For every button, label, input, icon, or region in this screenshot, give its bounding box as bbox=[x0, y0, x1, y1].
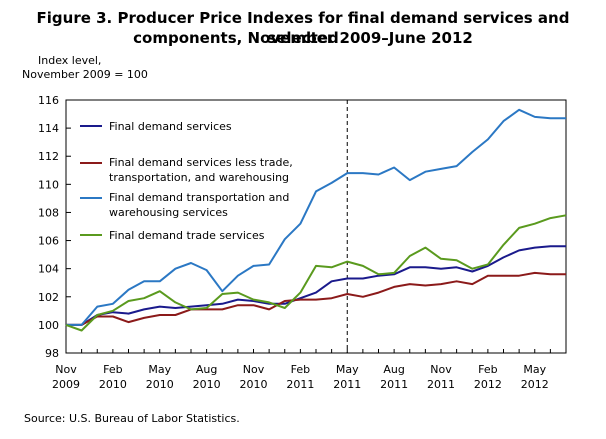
x-tick-label-year: 2009 bbox=[52, 378, 80, 391]
y-axis-label-line2: November 2009 = 100 bbox=[22, 68, 148, 81]
x-tick-label-year: 2011 bbox=[427, 378, 455, 391]
x-tick-label-month: Nov bbox=[430, 363, 452, 376]
source-note: Source: U.S. Bureau of Labor Statistics. bbox=[24, 412, 240, 425]
y-tick-label: 112 bbox=[38, 150, 59, 163]
x-tick-label-month: Feb bbox=[291, 363, 310, 376]
x-tick-label-year: 2010 bbox=[240, 378, 268, 391]
series-line-final-demand-services bbox=[66, 245, 566, 326]
x-tick-label-year: 2010 bbox=[193, 378, 221, 391]
legend-label-transportation-warehousing-line2: warehousing services bbox=[109, 206, 228, 219]
x-tick-label-month: Aug bbox=[383, 363, 404, 376]
x-tick-label-year: 2011 bbox=[380, 378, 408, 391]
x-tick-label-month: Nov bbox=[243, 363, 265, 376]
x-tick-label-year: 2011 bbox=[286, 378, 314, 391]
y-tick-label: 116 bbox=[38, 94, 59, 107]
plot-frame bbox=[65, 99, 567, 354]
x-axis-ticks: Nov 2009 Feb 2010 May 2010 Aug 2010 Nov 2010 Feb 20… bbox=[52, 349, 567, 391]
legend-label-trade-services: Final demand trade services bbox=[109, 229, 265, 242]
y-tick-label: 114 bbox=[38, 122, 59, 135]
chart-title-line1: Figure 3. Producer Price Indexes for fin… bbox=[36, 9, 570, 47]
legend: Final demand services Final demand servi… bbox=[80, 120, 293, 242]
x-tick-label-year: 2010 bbox=[146, 378, 174, 391]
y-tick-label: 102 bbox=[38, 291, 59, 304]
x-tick-label-month: May bbox=[523, 363, 546, 376]
y-tick-label: 104 bbox=[38, 263, 59, 276]
x-tick-label-year: 2012 bbox=[521, 378, 549, 391]
y-axis-label-line1: Index level, bbox=[38, 54, 102, 67]
legend-label-services-less-trade-line2: transportation, and warehousing bbox=[109, 171, 289, 184]
y-tick-label: 108 bbox=[38, 206, 59, 219]
y-tick-label: 100 bbox=[38, 319, 59, 332]
x-tick-label-month: Aug bbox=[196, 363, 217, 376]
series-line-transportation-warehousing bbox=[66, 108, 566, 326]
y-tick-label: 98 bbox=[45, 347, 59, 360]
chart-title-line2: components, November 2009–June 2012 bbox=[133, 29, 473, 47]
y-tick-label: 110 bbox=[38, 178, 59, 191]
legend-label-services-less-trade-line1: Final demand services less trade, bbox=[109, 156, 293, 169]
x-tick-label-year: 2010 bbox=[99, 378, 127, 391]
y-tick-label: 106 bbox=[38, 235, 59, 248]
x-tick-label-month: Feb bbox=[103, 363, 122, 376]
x-tick-label-year: 2011 bbox=[333, 378, 361, 391]
series-line-services-less-trade bbox=[66, 271, 566, 326]
legend-label-transportation-warehousing-line1: Final demand transportation and bbox=[109, 191, 289, 204]
x-tick-label-month: Nov bbox=[55, 363, 77, 376]
series-line-trade-services bbox=[65, 214, 567, 332]
x-tick-label-month: May bbox=[336, 363, 359, 376]
x-tick-label-year: 2012 bbox=[474, 378, 502, 391]
legend-label-final-demand-services: Final demand services bbox=[109, 120, 232, 133]
x-tick-label-month: Feb bbox=[478, 363, 497, 376]
x-tick-label-month: May bbox=[148, 363, 171, 376]
y-axis-ticks: 98 100 102 104 106 108 110 112 114 116 bbox=[38, 94, 71, 360]
series-lines bbox=[65, 108, 567, 332]
